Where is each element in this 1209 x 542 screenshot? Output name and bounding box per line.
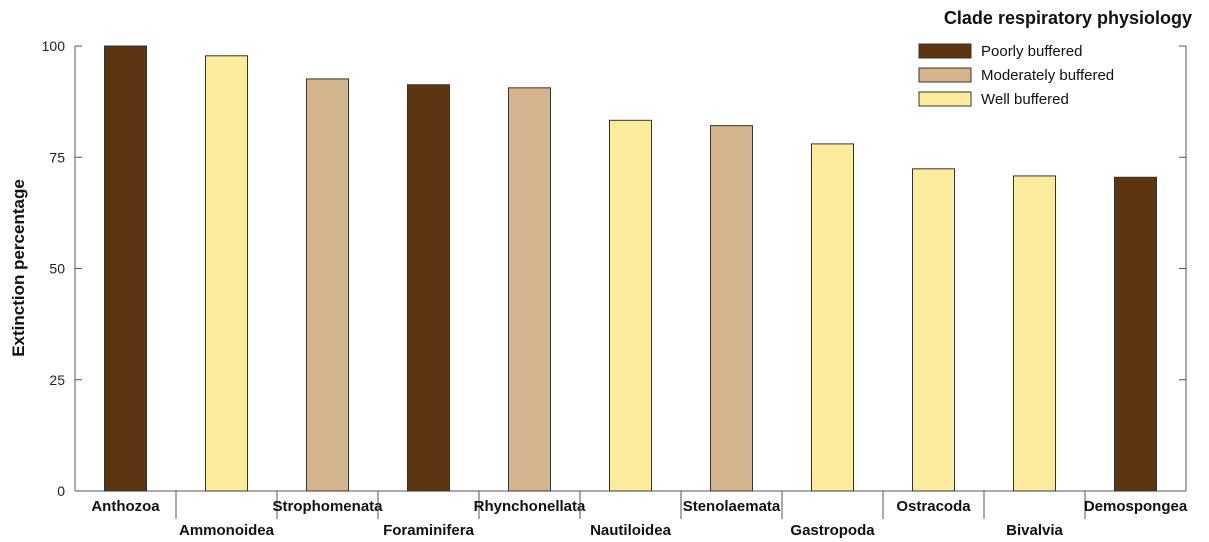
x-tick-label: Strophomenata bbox=[272, 498, 383, 515]
legend-label: Well buffered bbox=[981, 91, 1069, 108]
bar bbox=[811, 143, 854, 492]
bar bbox=[609, 119, 652, 492]
bars bbox=[104, 45, 1157, 492]
y-tick-label: 0 bbox=[57, 483, 65, 499]
bar bbox=[912, 168, 955, 492]
legend: Clade respiratory physiology Poorly buff… bbox=[918, 8, 1192, 108]
legend-swatch bbox=[918, 67, 972, 83]
x-tick-label: Ammonoidea bbox=[179, 522, 275, 539]
legend-title: Clade respiratory physiology bbox=[944, 8, 1192, 28]
legend-swatch bbox=[918, 91, 972, 107]
y-tick-label: 50 bbox=[49, 261, 65, 277]
bar bbox=[407, 84, 450, 492]
legend-label: Moderately buffered bbox=[981, 67, 1114, 84]
x-tick-label: Ostracoda bbox=[896, 498, 971, 515]
y-tick-label: 75 bbox=[49, 149, 65, 165]
x-tick-label: Bivalvia bbox=[1006, 522, 1063, 539]
x-axis: Anthozoa Ammonoidea StrophomenataForaminif… bbox=[91, 491, 1188, 539]
x-tick-label: Nautiloidea bbox=[590, 522, 672, 539]
y-tick-label: 25 bbox=[49, 372, 65, 388]
x-tick-label: Anthozoa bbox=[91, 498, 160, 515]
bar bbox=[104, 45, 147, 492]
y-tick-label: 100 bbox=[42, 38, 66, 54]
bar bbox=[306, 78, 349, 492]
bar bbox=[1114, 176, 1157, 492]
legend-swatch bbox=[918, 43, 972, 59]
bar bbox=[508, 87, 551, 492]
x-tick-label: Stenolaemata bbox=[683, 498, 781, 515]
bar bbox=[710, 125, 753, 492]
y-axis-title: Extinction percentage bbox=[9, 179, 28, 357]
x-tick-label: Demospongea bbox=[1084, 498, 1188, 515]
x-tick-label: Rhynchonellata bbox=[474, 498, 586, 515]
x-tick-label: Gastropoda bbox=[790, 522, 875, 539]
x-tick-label: Foraminifera bbox=[383, 522, 475, 539]
legend-label: Poorly buffered bbox=[981, 43, 1082, 60]
y-axis: 0 25 50 75 100 bbox=[42, 38, 1186, 499]
bar bbox=[205, 55, 248, 492]
bar bbox=[1013, 175, 1056, 492]
